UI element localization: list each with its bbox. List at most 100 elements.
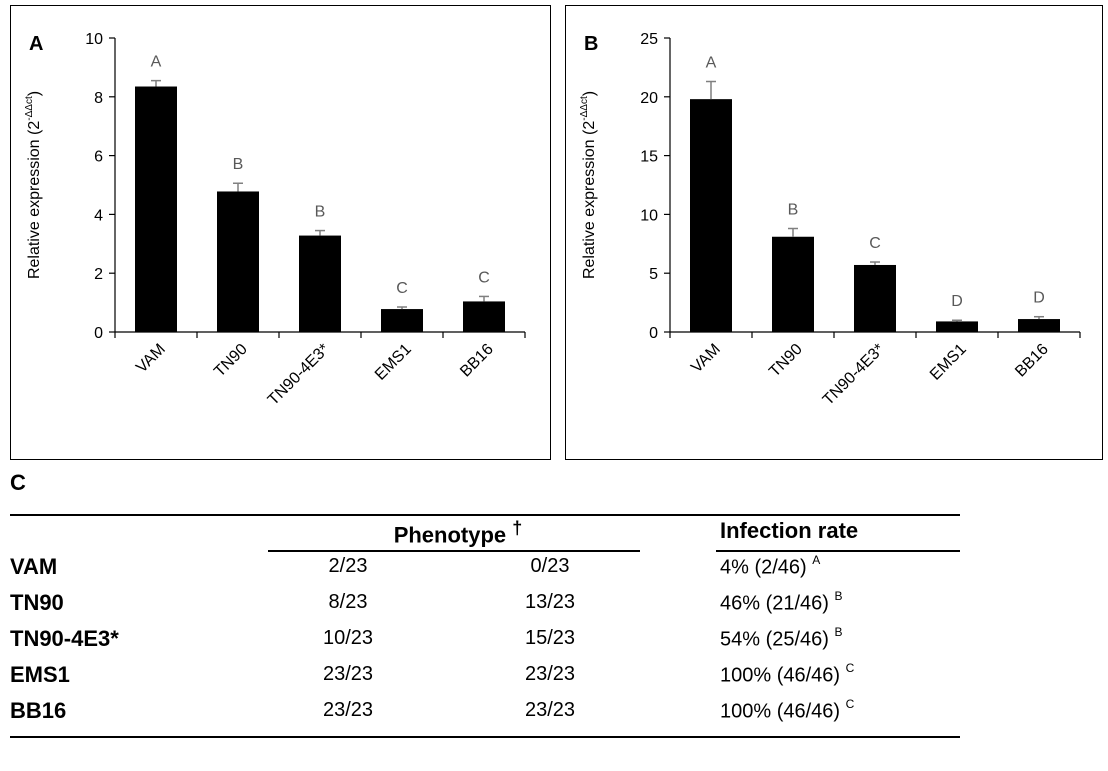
x-tick-label: TN90 (211, 341, 251, 381)
chart-panel-a: A Relative expression (2-ΔΔct) 0 2 4 6 8 10 A VAM… (10, 5, 551, 460)
bar-ems1 (936, 321, 978, 332)
row-line-name: TN90 (10, 590, 64, 615)
bar-vam (135, 86, 177, 332)
y-tick-label: 25 (640, 31, 658, 48)
bar-tn90-4e3* (854, 264, 896, 332)
x-tick-label: EMS1 (927, 341, 970, 384)
y-tick-label: 20 (640, 90, 658, 107)
y-tick-label: 2 (94, 266, 103, 283)
x-tick-label: TN90-4E3* (820, 341, 888, 409)
significance-label: A (706, 55, 717, 72)
y-axis-title-end: ) (26, 91, 43, 96)
table-bottom-rule (10, 736, 960, 738)
y-tick-label: 10 (640, 207, 658, 224)
panel-letter-a: A (29, 33, 43, 55)
phenotype-header-label: Phenotype (393, 522, 507, 548)
rate-value: 46% (21/46) (720, 592, 829, 615)
phenotype-rule (268, 550, 640, 552)
row-line-name: VAM (10, 554, 58, 579)
significance-label: B (788, 202, 799, 219)
table-row: EMS1 23/23 23/23 100% (46/46) C (10, 661, 960, 698)
significance-label: D (951, 293, 963, 310)
significance-label: A (151, 54, 162, 71)
row-infection-rate: 4% (2/46) A (720, 553, 821, 580)
x-tick-label: VAM (688, 341, 724, 377)
rate-letter: A (812, 553, 821, 567)
phenotype-header: Phenotype † (268, 518, 648, 548)
row-phenotype-2: 23/23 (524, 663, 576, 685)
significance-label: B (233, 156, 244, 173)
x-tick-label: EMS1 (372, 341, 415, 384)
chart-b-svg: B Relative expression (2-ΔΔct) 0 5 10 15 20 25 A… (579, 31, 1081, 409)
table-row: VAM 2/23 0/23 4% (2/46) A (10, 553, 960, 590)
rate-letter: B (834, 625, 843, 639)
rate-letter: B (834, 589, 843, 603)
row-infection-rate: 46% (21/46) B (720, 589, 843, 616)
infection-table: C Phenotype † Infection rate VAM 2/23 0/… (10, 470, 970, 765)
panel-letter-c: C (10, 470, 26, 495)
rate-value: 54% (25/46) (720, 628, 829, 651)
phenotype-header-dagger: † (512, 518, 523, 538)
table-top-rule (10, 514, 960, 516)
table-row: TN90-4E3* 10/23 15/23 54% (25/46) B (10, 625, 960, 662)
infection-rate-rule (716, 550, 960, 552)
row-phenotype-2: 23/23 (524, 699, 576, 721)
y-axis-title-superscript: -ΔΔct (579, 96, 590, 121)
y-tick-label: 10 (85, 31, 103, 48)
bar-ems1 (381, 309, 423, 332)
row-phenotype-2: 15/23 (524, 627, 576, 649)
y-tick-label: 0 (94, 325, 103, 342)
y-tick-label: 4 (94, 207, 103, 224)
y-tick-label: 15 (640, 149, 658, 166)
y-axis-title-superscript: -ΔΔct (24, 96, 35, 121)
bar-tn90-4e3* (299, 235, 341, 332)
rate-value: 100% (46/46) (720, 700, 841, 723)
row-infection-rate: 54% (25/46) B (720, 625, 843, 652)
row-phenotype-1: 8/23 (328, 591, 368, 613)
row-infection-rate: 100% (46/46) C (720, 697, 855, 724)
chart-panel-b: B Relative expression (2-ΔΔct) 0 5 10 15 20 25 A… (565, 5, 1103, 460)
row-infection-rate: 100% (46/46) C (720, 661, 855, 688)
y-axis-title-text: Relative expression (2 (581, 121, 598, 279)
y-tick-label: 0 (649, 325, 658, 342)
rate-value: 100% (46/46) (720, 664, 841, 687)
row-phenotype-1: 23/23 (322, 699, 374, 721)
y-tick-label: 6 (94, 149, 103, 166)
significance-label: C (396, 280, 408, 297)
panel-letter-b: B (584, 33, 598, 55)
row-line-name: TN90-4E3* (10, 626, 119, 651)
x-tick-label: VAM (133, 341, 169, 377)
y-tick-label: 8 (94, 90, 103, 107)
significance-label: C (869, 235, 881, 252)
y-axis-title-text: Relative expression (2 (26, 121, 43, 279)
x-tick-label: BB16 (457, 341, 497, 381)
rate-letter: C (845, 661, 855, 675)
y-tick-label: 5 (649, 266, 658, 283)
row-phenotype-1: 23/23 (322, 663, 374, 685)
x-tick-label: TN90-4E3* (265, 341, 333, 409)
row-phenotype-2: 0/23 (530, 555, 570, 577)
significance-label: B (315, 204, 326, 221)
chart-a-svg: A Relative expression (2-ΔΔct) 0 2 4 6 8 10 A VAM… (24, 31, 526, 409)
infection-rate-header: Infection rate (720, 518, 859, 543)
bar-vam (690, 99, 732, 332)
row-line-name: BB16 (10, 698, 67, 723)
y-axis-title: Relative expression (2-ΔΔct) (24, 91, 43, 279)
y-axis-title-end: ) (581, 91, 598, 96)
bar-bb16 (463, 301, 505, 332)
table-row: TN90 8/23 13/23 46% (21/46) B (10, 589, 960, 626)
y-axis-title: Relative expression (2-ΔΔct) (579, 91, 598, 279)
bar-tn90 (772, 236, 814, 332)
significance-label: C (478, 269, 490, 286)
row-phenotype-2: 13/23 (524, 591, 576, 613)
bar-bb16 (1018, 319, 1060, 332)
table-row: BB16 23/23 23/23 100% (46/46) C (10, 697, 960, 734)
row-line-name: EMS1 (10, 662, 70, 687)
x-tick-label: TN90 (766, 341, 806, 381)
bar-tn90 (217, 191, 259, 332)
x-tick-label: BB16 (1012, 341, 1052, 381)
rate-letter: C (845, 697, 855, 711)
rate-value: 4% (2/46) (720, 556, 807, 579)
row-phenotype-1: 10/23 (322, 627, 374, 649)
row-phenotype-1: 2/23 (328, 555, 368, 577)
